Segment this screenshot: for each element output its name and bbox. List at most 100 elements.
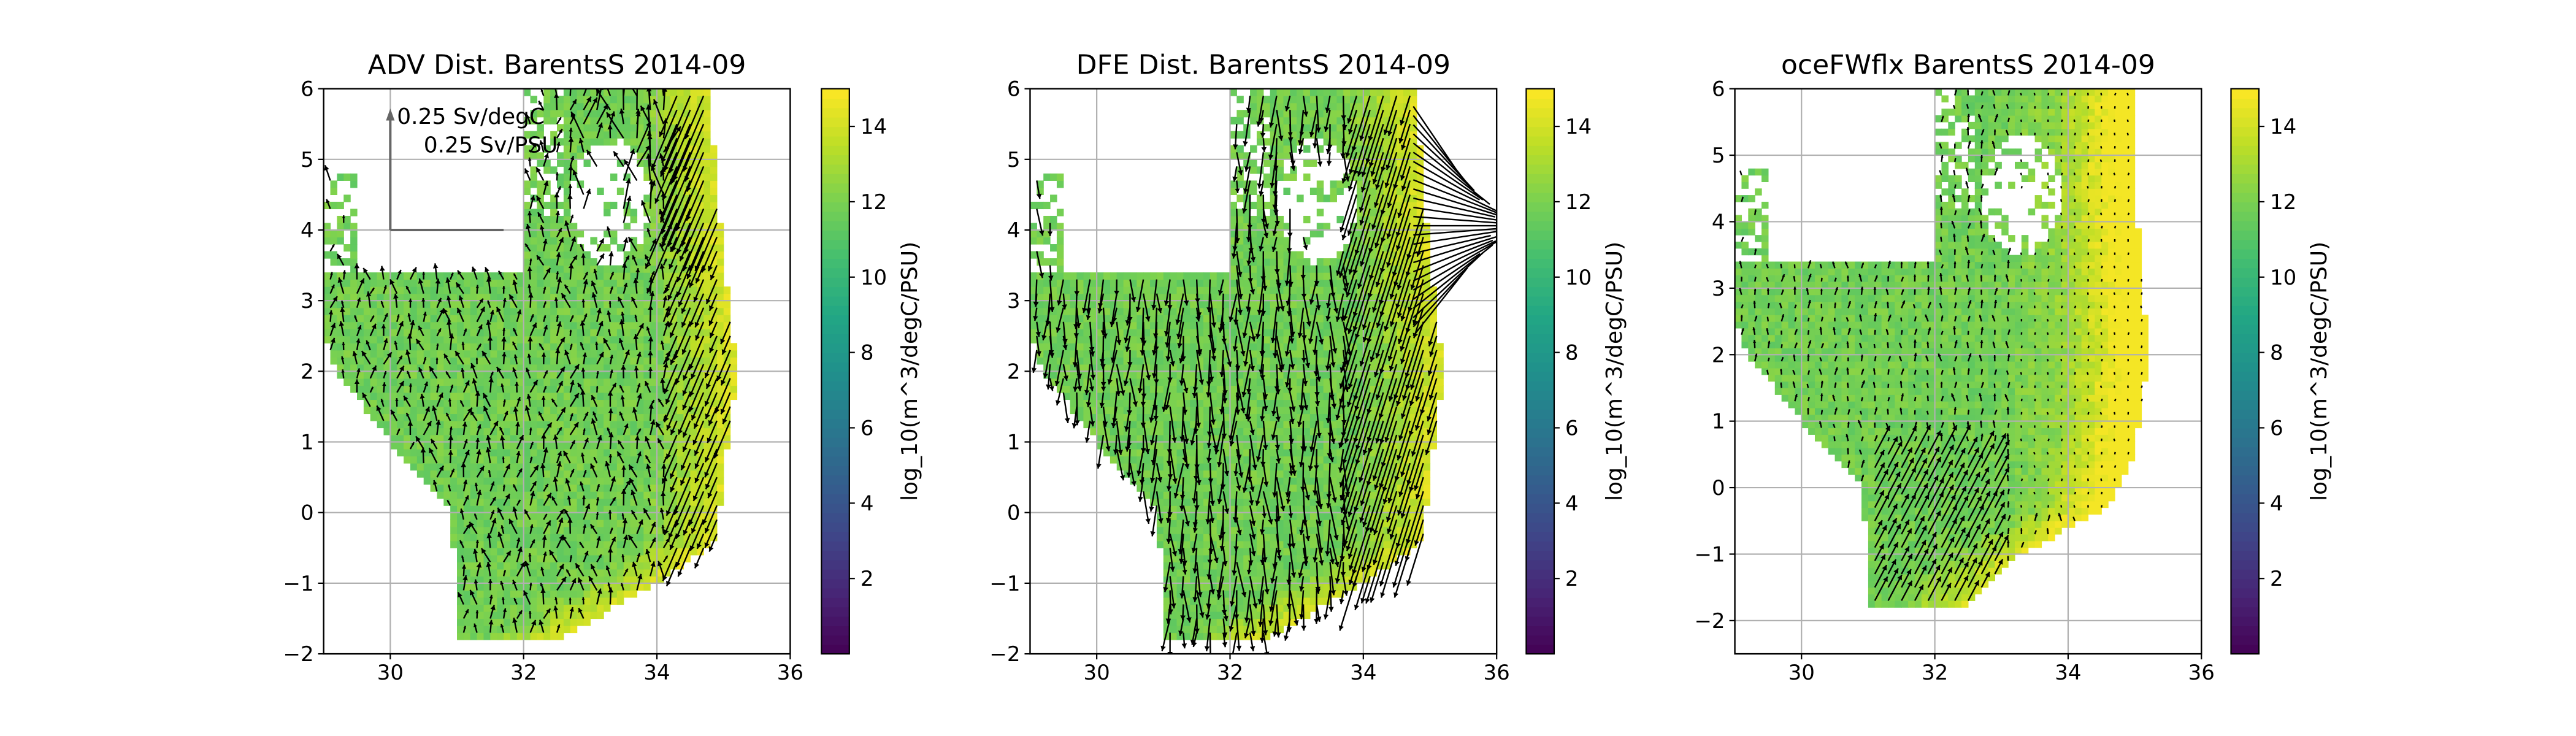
heatmap-cell	[390, 427, 397, 435]
heatmap-cell	[577, 484, 585, 492]
heatmap-cell	[697, 420, 704, 429]
heatmap-cell	[1183, 583, 1190, 591]
heatmap-cell	[597, 96, 604, 104]
quiver-arrowhead	[664, 529, 669, 535]
heatmap-cell	[1170, 562, 1178, 570]
quiver-arrowhead	[637, 573, 643, 580]
heatmap-cell	[590, 343, 597, 351]
heatmap-cell	[537, 286, 544, 294]
heatmap-cell	[663, 180, 671, 188]
heatmap-cell	[423, 463, 431, 471]
heatmap-cell	[410, 449, 418, 457]
quiver-arrowhead	[416, 339, 421, 345]
heatmap-cell	[516, 315, 524, 323]
heatmap-cell	[563, 392, 571, 401]
colorbar-segment	[821, 494, 849, 504]
heatmap-cell	[716, 301, 724, 309]
heatmap-cell	[604, 470, 611, 478]
quiver-arrowhead	[557, 624, 561, 628]
quiver-arrowhead	[389, 279, 395, 285]
heatmap-cell	[504, 406, 511, 415]
heatmap-cell	[710, 427, 718, 435]
quiver-arrowhead	[553, 605, 559, 611]
quiver-arrowhead	[663, 362, 669, 368]
heatmap-cell	[343, 279, 351, 287]
heatmap-cell	[557, 583, 564, 591]
heatmap-cell	[577, 152, 585, 160]
heatmap-cell	[570, 88, 578, 96]
heatmap-cell	[590, 456, 597, 464]
heatmap-cell	[577, 265, 585, 273]
heatmap-cell	[683, 505, 691, 513]
heatmap-cell	[1243, 554, 1251, 562]
heatmap-cell	[623, 272, 631, 280]
heatmap-cell	[663, 258, 671, 266]
heatmap-cell	[1236, 597, 1244, 605]
heatmap-cell	[404, 378, 411, 386]
heatmap-cell	[643, 498, 651, 506]
heatmap-cell	[663, 371, 671, 379]
heatmap-cell	[670, 491, 678, 499]
heatmap-cell	[516, 491, 524, 499]
heatmap-cell	[390, 378, 397, 386]
heatmap-cell	[504, 343, 511, 351]
heatmap-cell	[490, 406, 497, 415]
heatmap-cell	[690, 442, 697, 450]
heatmap-cell	[643, 279, 651, 287]
quiver-arrow	[675, 533, 691, 568]
heatmap-cell	[404, 449, 411, 457]
heatmap-cell	[657, 554, 664, 562]
quiver-arrowhead	[637, 393, 642, 399]
heatmap-cell	[550, 258, 558, 266]
heatmap-cell	[570, 554, 578, 562]
quiver-arrow	[659, 95, 678, 137]
heatmap-cell	[497, 611, 504, 619]
quiver-arrowhead	[645, 549, 651, 554]
quiver-arrowhead	[551, 496, 556, 501]
quiver-arrowhead	[362, 393, 367, 399]
heatmap-cell	[697, 265, 704, 273]
quiver-arrowhead	[395, 398, 399, 401]
heatmap-cell	[443, 498, 451, 506]
heatmap-cell	[610, 554, 618, 562]
heatmap-cell	[457, 406, 464, 415]
heatmap-cell	[710, 258, 718, 266]
heatmap-cell	[470, 350, 478, 358]
heatmap-cell	[670, 209, 678, 217]
heatmap-cell	[597, 329, 604, 337]
heatmap-cell	[557, 110, 564, 118]
heatmap-cell	[690, 484, 697, 492]
heatmap-cell	[723, 343, 731, 351]
quiver-arrowhead	[518, 435, 524, 441]
heatmap-cell	[590, 272, 597, 280]
heatmap-cell	[604, 456, 611, 464]
heatmap-cell	[443, 484, 451, 492]
quiver-arrowhead	[457, 307, 462, 313]
quiver-arrowhead	[688, 520, 694, 526]
quiver-arrowhead	[584, 551, 589, 556]
heatmap-cell	[470, 470, 478, 478]
heatmap-cell	[670, 470, 678, 478]
heatmap-cell	[623, 335, 631, 343]
heatmap-cell	[410, 427, 418, 435]
heatmap-cell	[537, 604, 544, 612]
heatmap-cell	[577, 88, 585, 96]
quiver-arrowhead	[619, 319, 625, 324]
heatmap-cell	[543, 110, 551, 118]
heatmap-cell	[630, 251, 638, 259]
quiver-arrowhead	[608, 408, 613, 413]
heatmap-cell	[657, 364, 664, 372]
heatmap-cell	[516, 293, 524, 301]
heatmap-cell	[650, 463, 657, 471]
heatmap-cell	[630, 286, 638, 294]
heatmap-cell	[543, 159, 551, 167]
heatmap-cell	[690, 364, 697, 372]
heatmap-cell	[616, 590, 624, 598]
heatmap-cell	[723, 385, 731, 393]
colorbar-segment	[821, 512, 849, 523]
heatmap-cell	[557, 442, 564, 450]
heatmap-cell	[557, 632, 564, 640]
heatmap-cell	[537, 131, 544, 139]
heatmap-cell	[483, 604, 491, 612]
heatmap-cell	[470, 315, 478, 323]
